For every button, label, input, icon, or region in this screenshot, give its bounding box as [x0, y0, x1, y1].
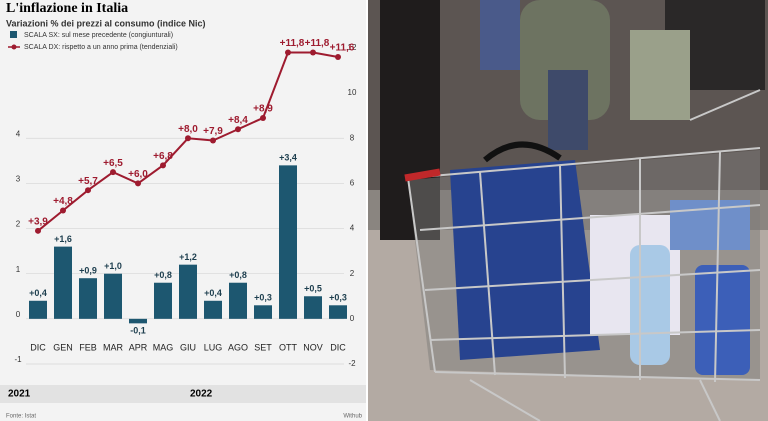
- y-tick-label: -1: [14, 355, 22, 364]
- x-tick-label: GIU: [180, 342, 196, 352]
- line-point: [335, 54, 341, 61]
- x-tick-label: DIC: [330, 342, 346, 352]
- bar: [204, 300, 222, 319]
- photo: [368, 0, 768, 421]
- y-tick-label: 1: [16, 265, 21, 274]
- y2-tick-label: -2: [348, 359, 356, 368]
- line-value-label: +11,8: [305, 38, 330, 49]
- line-point: [35, 227, 41, 234]
- bar: [129, 318, 147, 324]
- bar-value-label: +0,3: [329, 293, 347, 303]
- bar: [79, 278, 97, 319]
- line-value-label: +11,6: [330, 43, 355, 54]
- bar-value-label: +1,6: [54, 234, 72, 244]
- line-point: [135, 180, 141, 187]
- bar: [154, 282, 172, 319]
- y2-tick-label: 4: [350, 224, 355, 233]
- bar-value-label: +0,5: [304, 284, 322, 294]
- line-point: [85, 187, 91, 194]
- bar-value-label: +0,4: [204, 288, 222, 298]
- bar-value-label: +0,9: [79, 266, 97, 276]
- y-tick-label: 4: [16, 129, 21, 138]
- y2-tick-label: 10: [348, 88, 357, 97]
- line-point: [160, 162, 166, 169]
- y-tick-label: 3: [16, 175, 21, 184]
- x-tick-label: APR: [129, 342, 148, 352]
- year-label: 2021: [8, 389, 31, 400]
- x-tick-label: OTT: [279, 342, 297, 352]
- bar-value-label: +3,4: [279, 153, 297, 163]
- bar: [104, 273, 122, 319]
- y2-tick-label: 8: [350, 133, 355, 142]
- bar: [279, 165, 297, 319]
- legend-swatch-dot: [11, 44, 17, 50]
- line-value-label: +6,0: [128, 169, 148, 180]
- line-value-label: +6,5: [103, 158, 123, 169]
- bar: [329, 305, 347, 319]
- x-tick-label: AGO: [228, 342, 248, 352]
- year-band: [0, 385, 366, 403]
- line-value-label: +6,8: [153, 151, 173, 162]
- line-point: [210, 137, 216, 144]
- y2-tick-label: 2: [350, 269, 355, 278]
- line-value-label: +11,8: [280, 38, 305, 49]
- line-point: [60, 207, 66, 214]
- line-value-label: +5,7: [78, 176, 98, 187]
- line-point: [110, 169, 116, 176]
- line-point: [235, 126, 241, 133]
- y2-tick-label: 6: [350, 179, 355, 188]
- bar-value-label: +0,3: [254, 293, 272, 303]
- chart-background: [0, 0, 366, 421]
- year-label: 2022: [190, 389, 213, 400]
- bar: [229, 282, 247, 319]
- credit: Withub: [343, 414, 362, 420]
- bar: [254, 305, 272, 319]
- bar-value-label: +1,0: [104, 261, 122, 271]
- line-point: [310, 49, 316, 56]
- bar: [54, 246, 72, 319]
- line-point: [285, 49, 291, 56]
- x-tick-label: LUG: [204, 342, 223, 352]
- y-tick-label: 2: [16, 220, 21, 229]
- legend-label: SCALA DX: rispetto a un anno prima (tend…: [24, 44, 178, 51]
- line-value-label: +4,8: [53, 196, 73, 207]
- line-value-label: +8,0: [178, 124, 198, 135]
- x-tick-label: FEB: [79, 342, 97, 352]
- bar: [29, 300, 47, 319]
- x-tick-label: SET: [254, 342, 272, 352]
- legend-swatch-bar: [10, 31, 17, 38]
- line-value-label: +8,9: [253, 104, 273, 115]
- bar-value-label: +1,2: [179, 252, 197, 262]
- line-value-label: +8,4: [228, 115, 248, 126]
- bar: [304, 296, 322, 319]
- line-point: [185, 135, 191, 142]
- x-tick-label: MAG: [153, 342, 174, 352]
- line-value-label: +7,9: [203, 126, 223, 137]
- source: Fonte: Istat: [6, 414, 36, 420]
- bar-value-label: +0,4: [29, 288, 47, 298]
- chart-title: L'inflazione in Italia: [6, 1, 128, 16]
- x-tick-label: DIC: [30, 342, 46, 352]
- x-tick-label: GEN: [53, 342, 73, 352]
- y2-tick-label: 12: [348, 43, 357, 52]
- bar-value-label: -0,1: [130, 326, 146, 336]
- legend-label: SCALA SX: sul mese precedente (congiuntu…: [24, 32, 173, 39]
- chart-subtitle: Variazioni % dei prezzi al consumo (indi…: [6, 18, 206, 28]
- x-tick-label: MAR: [103, 342, 124, 352]
- bar: [179, 264, 197, 319]
- bar-value-label: +0,8: [229, 270, 247, 280]
- y2-tick-label: 0: [350, 314, 355, 323]
- line-value-label: +3,9: [28, 216, 48, 227]
- bar-value-label: +0,8: [154, 270, 172, 280]
- line-point: [260, 114, 266, 121]
- x-tick-label: NOV: [303, 342, 323, 352]
- y-tick-label: 0: [16, 310, 21, 319]
